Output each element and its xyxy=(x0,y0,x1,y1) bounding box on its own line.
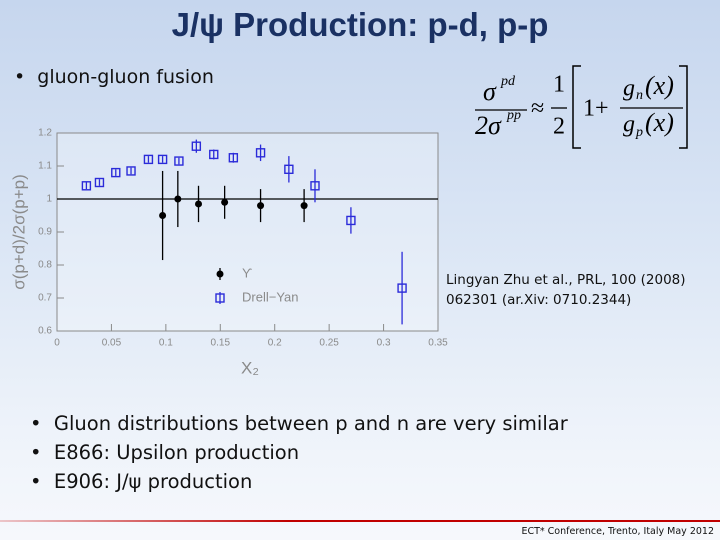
chart: 0.6 0.7 0.8 0.9 1 1.1 1.2 0 0.05 0.1 0.15 0.2 0.25 0.… xyxy=(9,128,448,378)
point xyxy=(228,153,239,163)
bracket xyxy=(572,65,581,149)
point xyxy=(159,212,167,219)
formula-text: g xyxy=(623,112,635,138)
point xyxy=(255,148,266,158)
formula-text: (x) xyxy=(645,108,674,137)
x-tick-label: 0.2 xyxy=(268,338,282,349)
bullet: gluon-gluon fusion xyxy=(14,66,214,88)
data-layer xyxy=(81,139,407,325)
citation-line: Lingyan Zhu et al., PRL, 100 (2008) xyxy=(446,272,686,288)
formula-text: pp xyxy=(506,108,521,123)
point xyxy=(209,149,219,160)
point xyxy=(174,156,184,166)
point xyxy=(284,164,294,174)
point xyxy=(310,181,320,191)
formula-text: 2σ xyxy=(475,111,502,140)
formula-text: 1+ xyxy=(583,96,609,122)
point xyxy=(81,181,92,191)
formula-text: p xyxy=(635,125,643,140)
plot-area xyxy=(56,132,439,332)
point xyxy=(157,154,168,165)
formula-text: (x) xyxy=(645,71,674,100)
point xyxy=(191,141,202,151)
formula-text: ≈ xyxy=(531,96,544,122)
bullet: E866: Upsilon production xyxy=(30,438,568,467)
legend-label: ϒ xyxy=(242,265,252,280)
x-tick-label: 0.1 xyxy=(159,338,173,349)
formula-text: g xyxy=(623,76,635,102)
point xyxy=(126,166,136,176)
point xyxy=(94,177,105,188)
formula-text: σ xyxy=(483,77,497,106)
bullet-list: Gluon distributions between p and n are … xyxy=(30,409,568,496)
formula-text: 1 xyxy=(553,72,565,98)
formula-text: pd xyxy=(500,74,516,89)
x-tick-label: 0.15 xyxy=(211,338,231,349)
formula-text: n xyxy=(636,88,643,103)
footer: ECT* Conference, Trento, Italy May 2012 xyxy=(521,526,714,537)
x-tick-label: 0.25 xyxy=(319,338,339,349)
y-tick-label: 0.8 xyxy=(38,260,52,271)
point xyxy=(111,167,121,178)
point xyxy=(143,154,154,165)
y-axis-label: σ(p+d)/2σ(p+p) xyxy=(9,174,28,289)
y-tick-label: 1.1 xyxy=(38,161,52,172)
y-tick-label: 0.6 xyxy=(38,326,52,337)
bracket xyxy=(679,65,688,149)
x-tick-label: 0 xyxy=(54,338,60,349)
x-tick-label: 0.05 xyxy=(102,338,122,349)
bullet: E906: J/ψ production xyxy=(30,467,568,496)
formula-text: 2 xyxy=(553,114,565,140)
y-tick-label: 1 xyxy=(46,194,52,205)
citation-line: 062301 (ar.Xiv: 0710.2344) xyxy=(446,292,632,308)
footer-rule xyxy=(0,520,720,522)
point xyxy=(346,215,356,226)
slide-title: J/ψ Production: p-d, p-p xyxy=(171,6,549,43)
legend-label: Drell−Yan xyxy=(242,289,298,304)
x-tick-label: 0.3 xyxy=(377,338,391,349)
bullet: Gluon distributions between p and n are … xyxy=(30,409,568,438)
y-tick-label: 0.7 xyxy=(38,293,52,304)
point xyxy=(257,202,265,210)
citation: Lingyan Zhu et al., PRL, 100 (2008) 0623… xyxy=(446,270,686,310)
y-tick-label: 0.9 xyxy=(38,227,52,238)
point xyxy=(397,283,407,293)
point xyxy=(221,198,229,206)
x-axis-label: X₂ xyxy=(241,358,259,377)
point xyxy=(174,195,182,203)
x-tick-label: 0.35 xyxy=(428,338,448,349)
point xyxy=(300,202,308,210)
y-tick-label: 1.2 xyxy=(38,128,52,139)
formula: σ pd 2σ pp ≈ 1 2 1+ g n (x) g p (x) xyxy=(475,65,688,149)
point xyxy=(195,200,203,208)
